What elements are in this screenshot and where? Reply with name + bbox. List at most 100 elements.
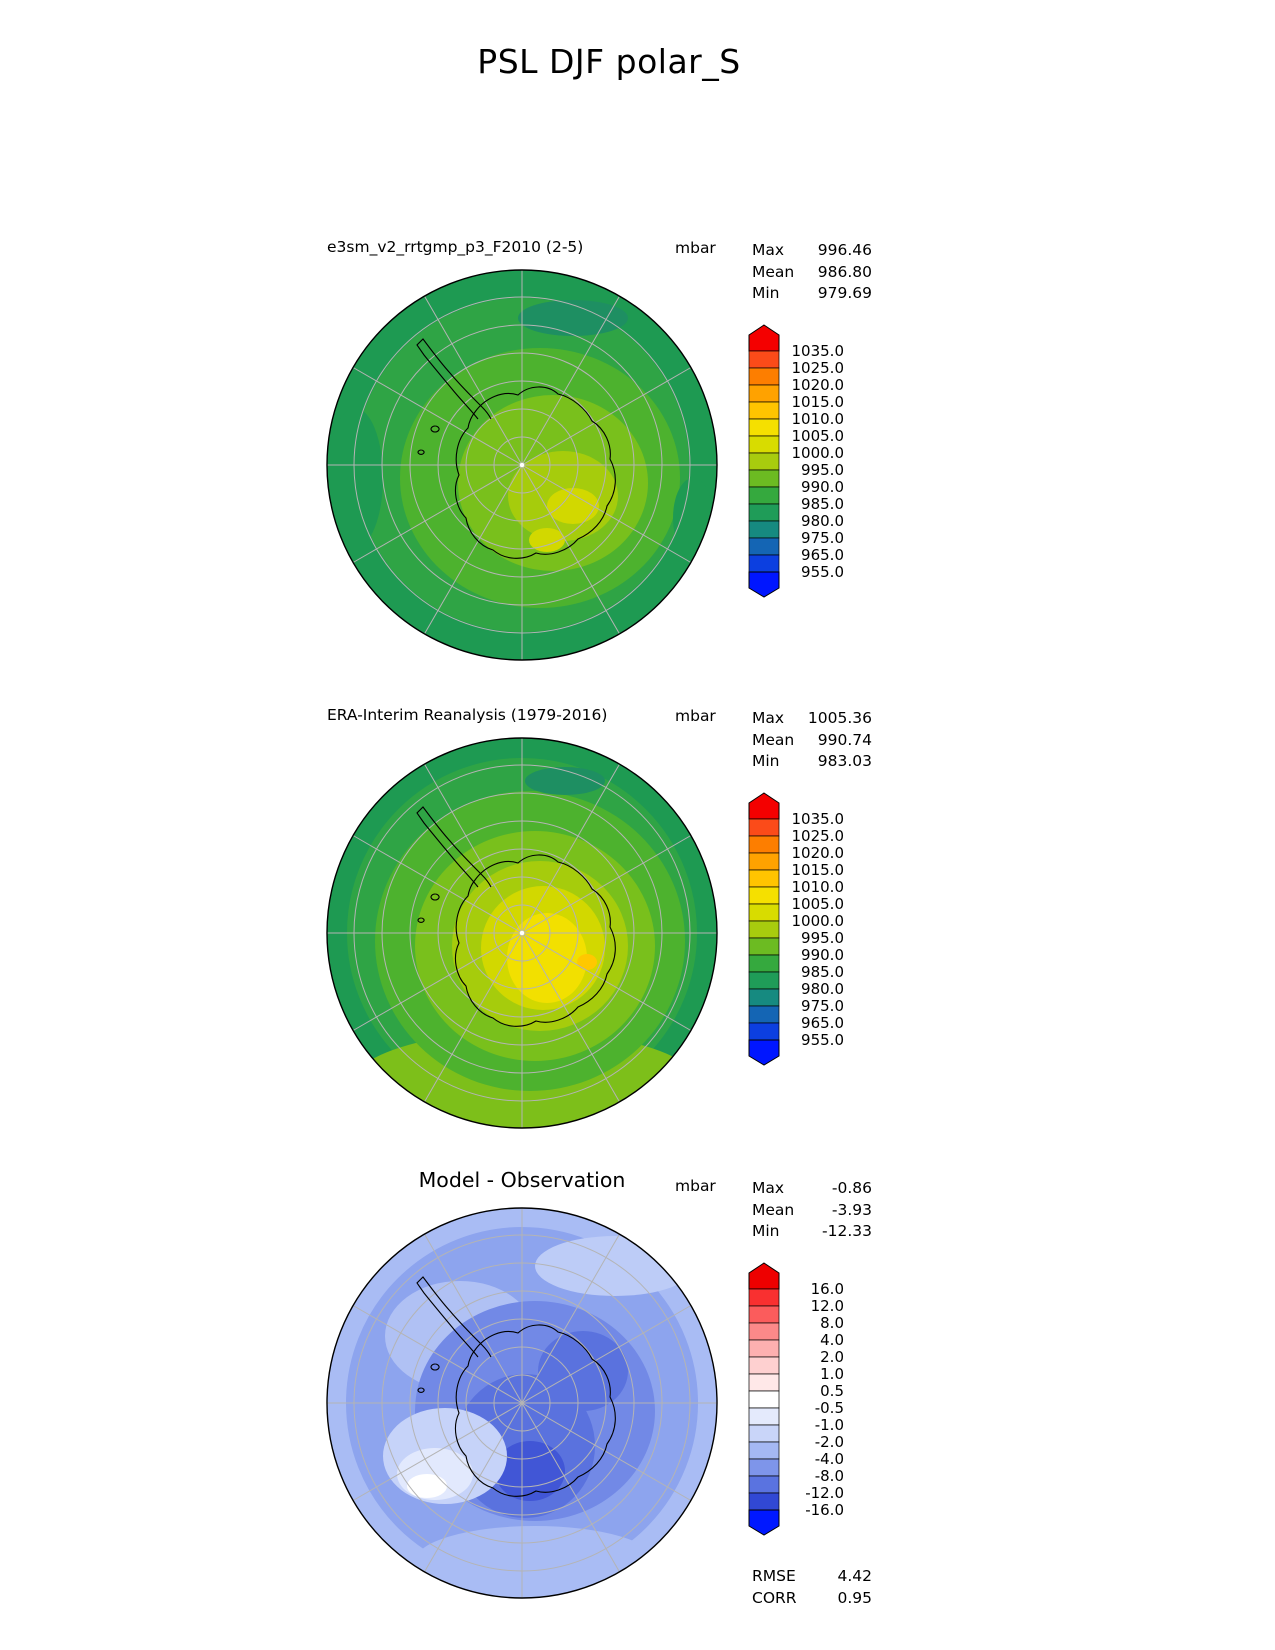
colorbar-cell [748, 350, 780, 369]
colorbar-tick-label: 0.5 [820, 1382, 844, 1400]
colorbar-tick-label: 965.0 [801, 546, 844, 564]
colorbar-tick-label: 995.0 [801, 929, 844, 947]
colorbar-tick-label: 2.0 [820, 1348, 844, 1366]
colorbar-tick-label: 1025.0 [791, 359, 845, 377]
stat-row: Max 1005.36 [752, 708, 872, 730]
colorbar-tick-label: 4.0 [820, 1331, 844, 1349]
colorbar-cell [748, 1322, 780, 1341]
colorbar-tick-label: 8.0 [820, 1314, 844, 1332]
panel-reference: ERA-Interim Reanalysis (1979-2016) mbar [0, 578, 1275, 1129]
pole-marker [519, 462, 525, 468]
metric-label: CORR [752, 1588, 797, 1607]
colorbar-cell [748, 1458, 780, 1477]
stat-value: -0.86 [831, 1179, 872, 1197]
colorbar-cell [748, 1441, 780, 1460]
metric-value: 0.95 [837, 1588, 872, 1607]
colorbar-tick-label: 995.0 [801, 461, 844, 479]
colorbar-arrow-high [748, 1262, 780, 1290]
colorbar-arrow-low [748, 1039, 780, 1066]
colorbar-cell [748, 1005, 780, 1024]
colorbar-cell [748, 469, 780, 488]
colorbar-arrow-low [748, 571, 780, 598]
colorbar-tick-label: 1005.0 [791, 427, 845, 445]
stat-label: Max [752, 709, 785, 727]
colorbar-tick-label: 1.0 [820, 1365, 844, 1383]
colorbar-cell [748, 486, 780, 505]
colorbar-cell [748, 1288, 780, 1307]
stat-row: Mean 990.74 [752, 730, 872, 752]
stat-row: Max 996.46 [752, 240, 872, 262]
colorbar-cell [748, 1475, 780, 1494]
stat-value: -3.93 [831, 1200, 872, 1219]
colorbar-tick-label: 975.0 [801, 529, 844, 547]
colorbar-cell [748, 452, 780, 471]
colorbar-cell [748, 1339, 780, 1358]
colorbar-cell [748, 435, 780, 454]
colorbar-cell [748, 503, 780, 522]
colorbar-arrow-high [748, 324, 780, 352]
map-outline [326, 1207, 718, 1599]
stat-value: 983.03 [817, 752, 872, 770]
colorbar-tick-label: 1035.0 [791, 342, 845, 360]
colorbar-ticks: 1035.0 1025.0 1020.0 1015.0 1010.0 1005.0 1000… [788, 792, 845, 1072]
colorbar-cell [748, 818, 780, 837]
colorbar-cell [748, 418, 780, 437]
stat-value: -12.33 [822, 1222, 872, 1240]
colorbar-tick-label: 1035.0 [791, 810, 845, 828]
colorbar-tick-label: 1000.0 [791, 444, 845, 462]
stat-label: Max [752, 241, 785, 259]
units-label: mbar [675, 707, 716, 725]
panel-title: Model - Observation [418, 1168, 626, 1192]
polar-map-model [325, 268, 719, 662]
panel-model: e3sm_v2_rrtgmp_p3_F2010 (2-5) mbar [0, 110, 1275, 661]
colorbar-tick-label: 1015.0 [791, 861, 845, 879]
stats-block: Max 1005.36 Mean 990.74 Min 983.03 [752, 708, 872, 773]
metric-row: CORR 0.95 [752, 1588, 872, 1610]
colorbar-tick-label: 975.0 [801, 997, 844, 1015]
colorbar-tick-label: 1025.0 [791, 827, 845, 845]
colorbar-tick-label: -16.0 [805, 1501, 844, 1519]
colorbar [748, 792, 782, 1071]
stat-row: Mean 986.80 [752, 262, 872, 284]
colorbar-tick-label: 980.0 [801, 512, 844, 530]
colorbar-tick-label: 990.0 [801, 478, 844, 496]
colorbar-tick-label: 985.0 [801, 963, 844, 981]
colorbar-tick-label: 1015.0 [791, 393, 845, 411]
stat-label: Mean [752, 262, 795, 281]
colorbar-tick-label: 990.0 [801, 946, 844, 964]
colorbar-cell [748, 1492, 780, 1511]
metric-row: RMSE 4.42 [752, 1566, 872, 1588]
colorbar-ticks: 16.0 12.0 8.0 4.0 2.0 1.0 0.5 -0.5 -1.0 -2.0 -4.0-… [788, 1262, 844, 1542]
polar-map-svg [326, 737, 718, 1129]
stat-row: Mean -3.93 [752, 1200, 872, 1222]
colorbar-cell [748, 1390, 780, 1409]
colorbar-tick-label: 1000.0 [791, 912, 845, 930]
figure-title: PSL DJF polar_S [477, 42, 741, 81]
graticule [327, 1208, 717, 1598]
stat-row: Max -0.86 [752, 1178, 872, 1200]
stat-row: Min -12.33 [752, 1221, 872, 1243]
map-outline [326, 737, 718, 1129]
stat-value: 979.69 [817, 284, 872, 302]
colorbar-arrow-low [748, 1509, 780, 1536]
colorbar-tick-label: -1.0 [814, 1416, 844, 1434]
colorbar-tick-label: -0.5 [814, 1399, 844, 1417]
colorbar-cell [748, 554, 780, 573]
map-outline [326, 269, 718, 661]
stat-label: Min [752, 284, 780, 302]
colorbar-tick-label: 1005.0 [791, 895, 845, 913]
colorbar-ticks: 1035.0 1025.0 1020.0 1015.0 1010.0 1005.0 1000… [788, 324, 845, 604]
stat-label: Min [752, 1222, 780, 1240]
panel-title: ERA-Interim Reanalysis (1979-2016) [327, 706, 608, 724]
colorbar [748, 324, 782, 603]
stat-value: 986.80 [817, 262, 872, 281]
colorbar-cell [748, 1373, 780, 1392]
colorbar-arrow-high [748, 792, 780, 820]
colorbar-cell [748, 886, 780, 905]
graticule [327, 738, 717, 1128]
colorbar-cell [748, 1407, 780, 1426]
stat-label: Mean [752, 1200, 795, 1219]
colorbar-cell [748, 988, 780, 1007]
colorbar-cell [748, 937, 780, 956]
metric-label: RMSE [752, 1567, 796, 1585]
